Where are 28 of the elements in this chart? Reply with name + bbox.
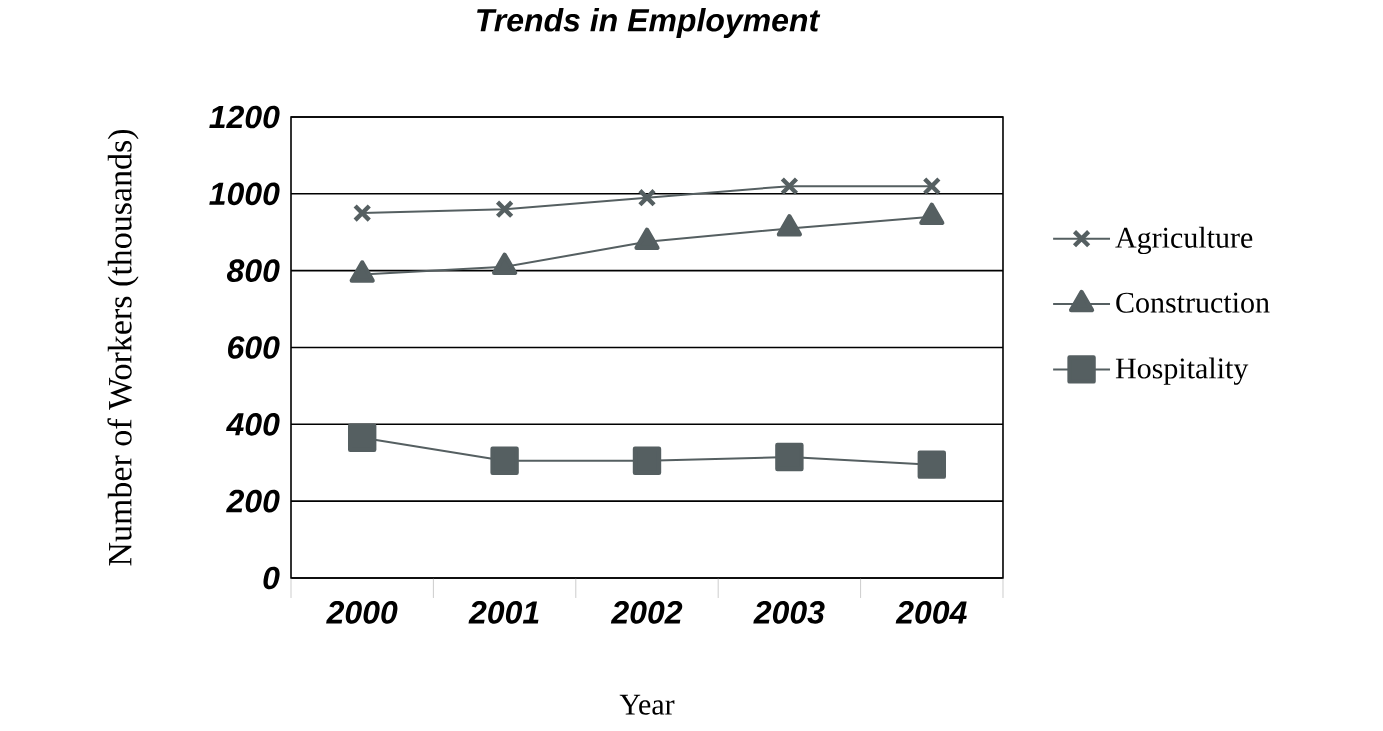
y-axis-title: Number of Workers (thousands) bbox=[107, 129, 139, 566]
y-tick-label: 600 bbox=[228, 336, 280, 359]
point bbox=[490, 446, 519, 476]
point bbox=[922, 176, 942, 196]
point bbox=[637, 188, 657, 207]
x-tick-label: 2003 bbox=[753, 601, 825, 624]
legend-label: Construction bbox=[1116, 292, 1270, 313]
x-axis-title: Year bbox=[619, 694, 675, 715]
point bbox=[352, 203, 372, 223]
point bbox=[780, 176, 799, 196]
x-tick-label: 2002 bbox=[610, 601, 683, 624]
legend-label: Hospitality bbox=[1115, 357, 1249, 385]
legend-label: Agriculture bbox=[1115, 226, 1253, 255]
x-tick-label: 2004 bbox=[895, 601, 967, 624]
y-tick-label: 800 bbox=[226, 259, 280, 282]
point bbox=[775, 442, 804, 472]
y-tick-label: 200 bbox=[226, 489, 280, 513]
point bbox=[632, 446, 662, 476]
y-tick-label: 1000 bbox=[209, 182, 280, 206]
x-tick-label: 2001 bbox=[468, 601, 539, 624]
y-tick-label: 400 bbox=[226, 413, 280, 436]
chart-title: Trends in Employment bbox=[477, 8, 821, 38]
y-tick-label: 1200 bbox=[209, 105, 280, 129]
point bbox=[348, 423, 377, 452]
y-tick-label: 0 bbox=[263, 566, 280, 590]
point bbox=[495, 199, 514, 219]
x-tick-label: 2000 bbox=[326, 601, 398, 624]
point bbox=[917, 450, 946, 479]
